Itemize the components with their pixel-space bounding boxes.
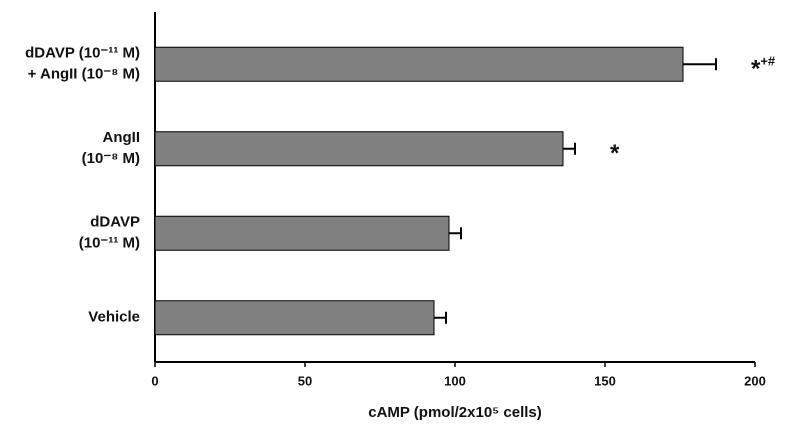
x-tick-label: 200 xyxy=(744,373,766,388)
x-tick-label: 50 xyxy=(298,373,312,388)
y-tick-label: Vehicle xyxy=(88,309,140,326)
y-tick-label: AngII xyxy=(103,129,141,146)
y-tick-label: dDAVP xyxy=(90,214,140,231)
significance-superscript: +# xyxy=(760,54,776,69)
significance-annotation: *+# xyxy=(751,54,776,83)
y-tick-label: dDAVP (10⁻¹¹ M) xyxy=(25,45,140,62)
error-bar xyxy=(683,58,717,71)
significance-mark: * xyxy=(751,56,761,83)
significance-annotation: * xyxy=(610,140,620,167)
x-tick-label: 0 xyxy=(151,373,158,388)
bar xyxy=(154,300,435,336)
error-bar xyxy=(449,227,462,240)
error-bar xyxy=(434,311,447,324)
x-axis-label: cAMP (pmol/2x10⁵ cells) xyxy=(368,404,542,421)
bar xyxy=(154,215,450,251)
y-tick-label: (10⁻⁸ M) xyxy=(82,150,140,167)
error-bar xyxy=(563,142,576,155)
y-tick-label: (10⁻¹¹ M) xyxy=(79,235,140,252)
y-tick-label: + AngII (10⁻⁸ M) xyxy=(28,66,140,83)
bar xyxy=(154,46,684,82)
bar xyxy=(154,131,564,167)
x-tick-label: 100 xyxy=(444,373,466,388)
significance-mark: * xyxy=(610,140,620,167)
x-tick-label: 150 xyxy=(594,373,616,388)
